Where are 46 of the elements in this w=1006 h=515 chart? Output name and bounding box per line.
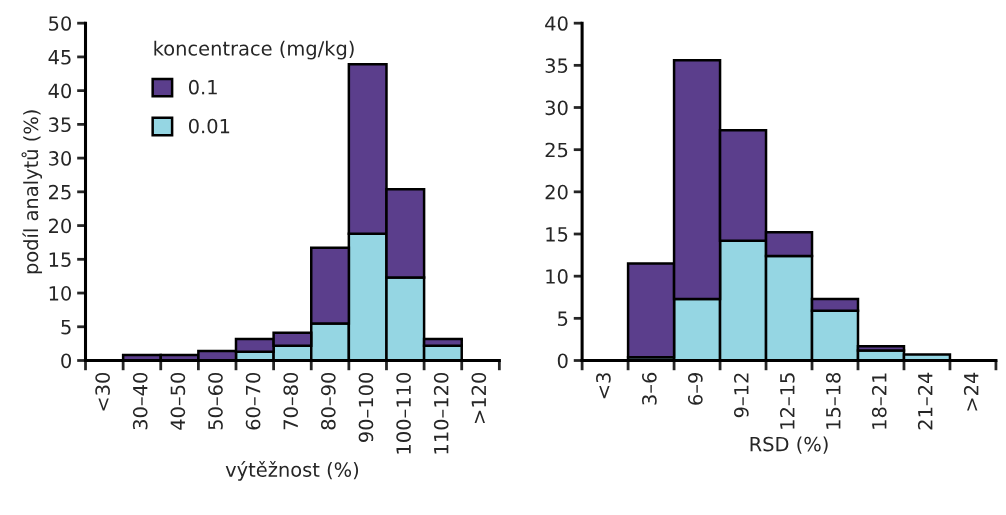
y-tick-label: 45 [48, 50, 71, 65]
y-tick-label: 10 [546, 269, 568, 284]
x-tick-label: >24 [963, 372, 979, 411]
y-tick-label: 40 [545, 16, 568, 31]
x-tick-label: 15–18 [825, 372, 841, 429]
y-tick-label: 0 [61, 353, 72, 369]
y-axis-title: podíl analytů (%) [21, 110, 43, 274]
x-tick-label: 3–6 [642, 372, 657, 405]
y-tick-label: 5 [61, 319, 71, 335]
x-tick-label: <30 [95, 372, 110, 411]
x-tick-label: 70–80 [283, 372, 299, 430]
x-tick-label: 6–9 [688, 372, 703, 405]
x-tick-label: 21–24 [917, 372, 933, 430]
y-tick-label: 5 [558, 311, 568, 326]
y-tick-label: 50 [49, 16, 72, 31]
x-tick-label: 100–110 [396, 372, 411, 454]
x-tick-label: 30–40 [132, 372, 148, 430]
y-tick-label: 15 [49, 252, 71, 267]
y-tick-label: 25 [545, 142, 568, 158]
y-tick-label: 20 [49, 218, 72, 234]
legend-title: koncentrace (mg/kg) [154, 40, 354, 60]
x-tick-label: >120 [471, 372, 487, 423]
y-tick-label: 0 [557, 353, 568, 369]
x-tick-label: 50–60 [208, 372, 223, 430]
x-tick-label: 9–12 [733, 373, 749, 418]
x-tick-label: 90–100 [358, 372, 374, 442]
legend-label: 0.01 [188, 118, 230, 134]
x-tick-label: 60–70 [245, 372, 261, 430]
legend-label: 0.1 [188, 79, 217, 95]
y-tick-label: 35 [545, 58, 568, 73]
y-tick-label: 25 [49, 184, 71, 200]
y-tick-label: 30 [545, 100, 568, 116]
x-axis-title: RSD (%) [750, 436, 828, 454]
y-tick-label: 40 [48, 83, 72, 99]
x-axis-title: výtěžnost (%) [225, 461, 359, 481]
x-tick-label: <3 [596, 373, 611, 399]
y-tick-label: 10 [49, 285, 72, 301]
y-tick-label: 35 [49, 117, 71, 133]
x-tick-label: 40–50 [170, 372, 186, 430]
y-tick-label: 20 [545, 184, 568, 200]
x-tick-label: 110–120 [433, 372, 449, 454]
x-tick-label: 80–90 [320, 372, 336, 430]
x-tick-label: 18–21 [871, 373, 887, 429]
x-tick-label: 12–15 [779, 373, 795, 429]
y-tick-label: 30 [49, 151, 72, 166]
y-tick-label: 15 [546, 227, 568, 242]
